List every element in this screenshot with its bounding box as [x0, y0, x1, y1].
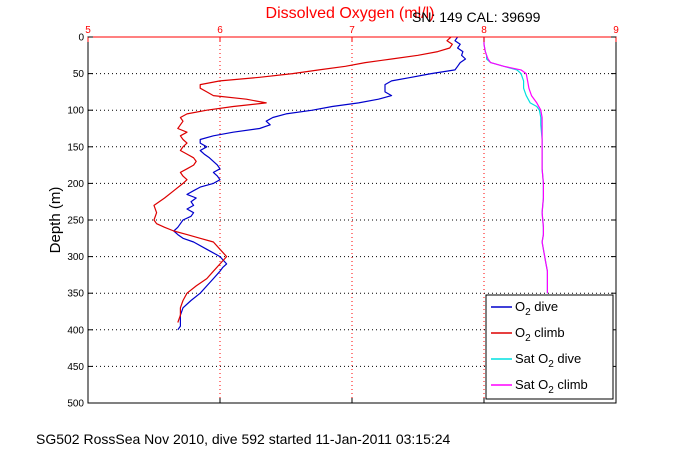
- x-axis-ticks: 5 6 7 8 9: [85, 25, 619, 403]
- legend-box: [485, 294, 614, 400]
- y-axis-label: Depth (m): [47, 187, 64, 254]
- x-tick-label: 8: [481, 25, 487, 36]
- x-tick-label: 5: [85, 25, 91, 36]
- x-tick-label: 7: [349, 25, 355, 36]
- series-line-o2-climb: [153, 36, 453, 323]
- y-tick-label: 200: [67, 179, 84, 190]
- legend-label-o2-climb: O2 climb: [515, 325, 565, 344]
- y-axis-ticks: 0 50 100 150 200 250 300 350 400 450 500: [67, 33, 616, 410]
- series-line-sat-o2-climb: [483, 37, 549, 294]
- y-tick-label: 350: [67, 289, 84, 300]
- series-line-o2-dive: [173, 36, 467, 331]
- x-tick-label: 9: [613, 25, 619, 36]
- legend: O2 dive O2 climb Sat O2 dive Sat O2 climb: [485, 294, 614, 400]
- legend-label-o2-dive: O2 dive: [515, 299, 558, 318]
- y-tick-label: 100: [67, 106, 84, 117]
- y-tick-label: 50: [73, 69, 85, 80]
- legend-label-sat-o2-climb: Sat O2 climb: [515, 377, 588, 396]
- series-line-sat-o2-dive: [483, 37, 549, 294]
- y-tick-label: 300: [67, 252, 84, 263]
- chart-title: Dissolved Oxygen (ml/l): [266, 5, 435, 22]
- y-tick-label: 150: [67, 142, 84, 153]
- y-tick-label: 0: [78, 33, 84, 44]
- y-tick-label: 400: [67, 325, 84, 336]
- y-tick-label: 450: [67, 362, 84, 373]
- y-tick-label: 250: [67, 216, 84, 227]
- x-tick-label: 6: [217, 25, 223, 36]
- dive-caption: SG502 RossSea Nov 2010, dive 592 started…: [36, 431, 451, 447]
- series: [153, 36, 549, 331]
- calibration-annotation: SN: 149 CAL: 39699: [412, 9, 541, 25]
- legend-label-sat-o2-dive: Sat O2 dive: [515, 351, 581, 370]
- y-tick-label: 500: [67, 399, 84, 410]
